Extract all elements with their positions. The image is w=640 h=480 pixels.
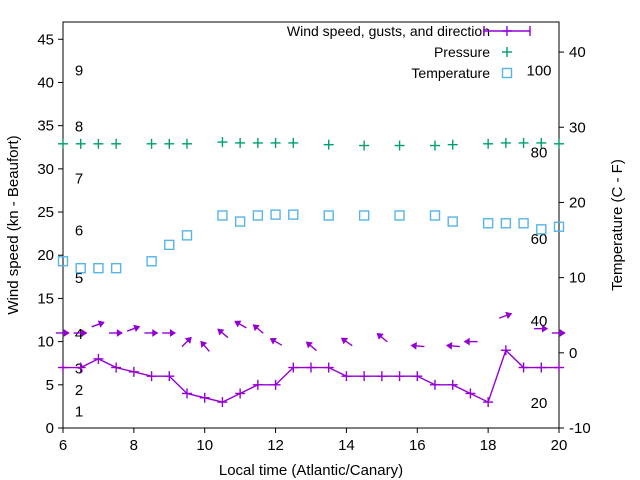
beaufort-scale-label: 1	[75, 404, 83, 421]
y2-axis-tick-label: 20	[569, 194, 586, 211]
y-axis-tick-label: 0	[46, 420, 54, 437]
series-line	[63, 348, 559, 404]
x-axis-tick-label: 12	[267, 437, 284, 454]
x-axis-tick-label: 6	[59, 437, 67, 454]
y-axis-tick-label: 45	[37, 31, 54, 48]
y2-axis-tick-label: 40	[569, 44, 586, 61]
beaufort-scale-label: 3	[75, 361, 83, 378]
series-pressure	[58, 137, 564, 151]
beaufort-scale-label: 9	[75, 63, 83, 80]
beaufort-scale-label: 5	[75, 270, 83, 287]
x-axis-tick-label: 8	[130, 437, 138, 454]
legend-label: Wind speed, gusts, and direction	[287, 23, 490, 39]
y-axis-tick-label: 10	[37, 334, 54, 351]
series-wind-speed-gusts-and-direction	[58, 345, 564, 408]
x-axis-tick-label: 14	[338, 437, 355, 454]
y-axis-tick-label: 30	[37, 161, 54, 178]
y2-axis-tick-label: 10	[569, 270, 586, 287]
fahrenheit-scale-label: 100	[526, 63, 551, 80]
y-axis-title: Wind speed (kn - Beaufort)	[5, 135, 22, 314]
beaufort-scale-label: 6	[75, 222, 83, 239]
y-axis-tick-label: 40	[37, 74, 54, 91]
series-wind-direction-arrows	[55, 311, 566, 352]
x-axis-tick-label: 16	[409, 437, 426, 454]
fahrenheit-scale-label: 60	[531, 231, 548, 248]
y-axis-tick-label: 20	[37, 247, 54, 264]
x-axis-tick-label: 20	[551, 437, 568, 454]
y-axis-tick-label: 25	[37, 204, 54, 221]
legend-entry-temperature[interactable]: Temperature	[411, 65, 513, 81]
x-axis-title: Local time (Atlantic/Canary)	[219, 462, 403, 479]
legend-label: Temperature	[411, 65, 490, 81]
y-axis-tick-label: 35	[37, 118, 54, 135]
y2-axis-tick-label: 0	[569, 345, 577, 362]
y2-axis-tick-label: -10	[569, 420, 591, 437]
beaufort-scale-label: 4	[75, 326, 83, 343]
legend-entry-wind-speed-gusts-and-direction[interactable]: Wind speed, gusts, and direction	[287, 23, 531, 39]
beaufort-scale-label: 7	[75, 170, 83, 187]
y-axis-tick-label: 5	[46, 377, 54, 394]
y2-axis-title: Temperature (C - F)	[609, 159, 626, 291]
plot-frame	[62, 21, 560, 429]
y2-axis-tick-label: 30	[569, 119, 586, 136]
x-axis-tick-label: 10	[196, 437, 213, 454]
x-axis-tick-label: 18	[480, 437, 497, 454]
beaufort-scale-label: 8	[75, 119, 83, 136]
beaufort-scale-label: 2	[75, 382, 83, 399]
legend-entry-pressure[interactable]: Pressure	[434, 44, 512, 60]
fahrenheit-scale-label: 20	[531, 395, 548, 412]
series-temperature	[57, 209, 565, 274]
fahrenheit-scale-label: 80	[531, 145, 548, 162]
legend-label: Pressure	[434, 44, 490, 60]
y-axis-tick-label: 15	[37, 290, 54, 307]
